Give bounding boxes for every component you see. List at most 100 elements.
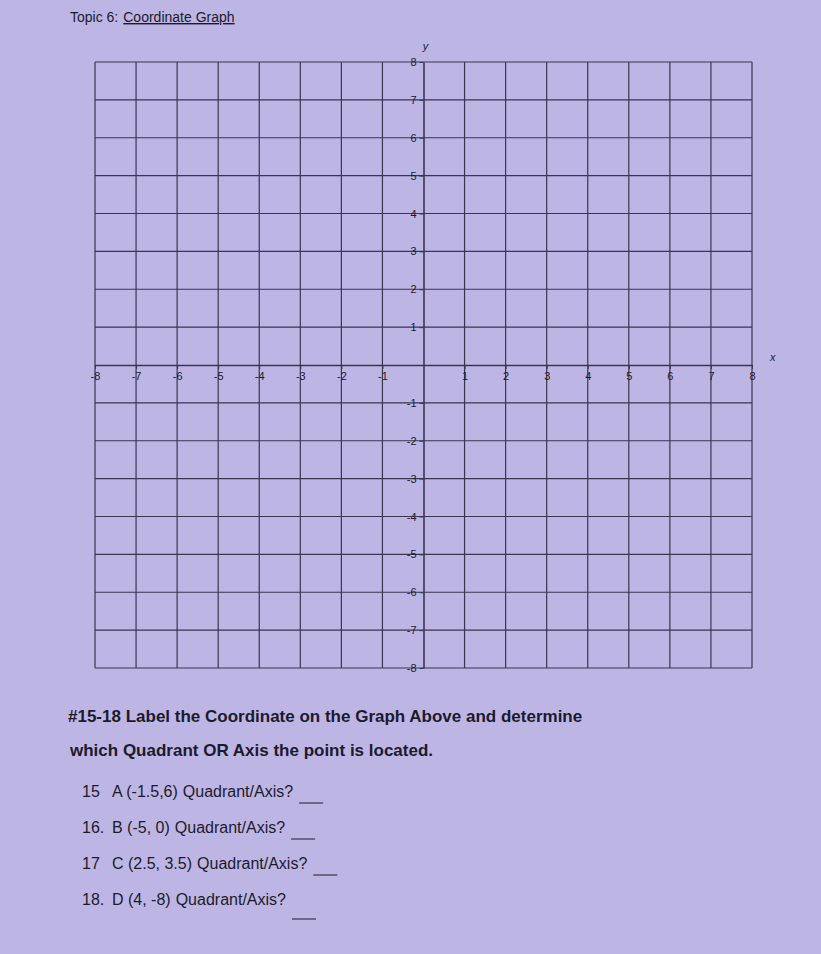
y-tick-label: -5 [407,548,417,560]
x-tick-label: 8 [749,370,755,382]
y-tick-label: -4 [407,511,417,523]
y-tick: -1 [407,397,424,409]
x-tick-mark [136,365,137,369]
x-tick: -5 [214,365,224,382]
y-tick: 5 [410,170,423,182]
plot: -8-7-6-5-4-3-2-112345678-8-7-6-5-4-3-2-1… [91,56,756,674]
x-tick-mark [95,365,96,369]
x-tick-label: -8 [91,370,101,382]
question-number: 18. [82,891,104,908]
x-tick-label: -4 [255,370,265,382]
question: 15A (-1.5,6)Quadrant/Axis? [82,783,323,803]
y-tick: -2 [407,435,424,447]
grid-line-y [95,61,752,62]
question-prompt: Quadrant/Axis? [197,855,307,872]
y-tick: 1 [410,321,423,333]
x-axis: -8-7-6-5-4-3-2-112345678 [91,365,756,382]
x-tick: 5 [626,365,632,382]
y-tick-mark [420,214,424,215]
x-tick: -6 [173,365,183,382]
question: 17 C (2.5, 3.5) Quadrant/Axis? [82,855,337,875]
y-axis: -8 -7 -6 -5 -4 -3 -2 -1 1 2 3 4 5 6 7 8 [407,56,424,674]
x-tick: -7 [132,365,142,382]
x-tick-mark [300,365,301,369]
instruction: which Quadrant OR Axis the point is loca… [69,741,433,760]
y-tick: 3 [410,245,423,257]
y-tick-mark [420,630,424,631]
answer-blank [291,839,315,840]
question-point: A (-1.5,6) [112,783,178,800]
y-tick-label: -3 [407,473,417,485]
x-tick-label: -5 [214,370,224,382]
question-point: D (4, -8) [112,891,171,908]
x-tick-label: 5 [626,370,632,382]
y-tick-label: -8 [407,662,417,674]
y-tick-mark [420,289,424,290]
question-prompt: Quadrant/Axis? [175,819,285,836]
x-tick-mark [711,365,712,369]
grid [95,62,752,668]
x-tick-label: 6 [667,370,673,382]
x-tick-mark [341,365,342,369]
y-tick-mark [420,176,424,177]
y-tick: 6 [410,132,423,144]
question-point: C (2.5, 3.5) [112,855,192,872]
y-tick-label: 6 [410,132,416,144]
y-tick-mark [420,138,424,139]
y-tick-mark [420,403,424,404]
x-tick: 7 [708,365,714,382]
y-tick-label: 8 [410,56,416,68]
y-tick-label: 7 [410,94,416,106]
y-tick-mark [420,62,424,63]
y-tick-label: -6 [407,586,417,598]
question-number: 17 [82,855,100,872]
y-tick-mark [420,479,424,480]
page: Topic 6: Coordinate Graph -8 -7 -6 -5 -4 -3 -2 -1… [0,0,821,954]
x-tick: -4 [255,365,265,382]
y-tick-mark [420,668,424,669]
x-tick-mark [752,365,753,369]
question: 16. B (-5, 0) Quadrant/Axis? [82,819,315,839]
y-tick-label: -1 [407,397,417,409]
x-tick-label: 4 [585,370,591,382]
x-tick: 2 [503,365,509,382]
x-tick: 1 [462,365,468,382]
x-tick: 3 [544,365,550,382]
y-axis-title: y [422,40,430,52]
x-tick-label: 3 [544,370,550,382]
y-tick-mark [420,554,424,555]
grid-line-x [94,62,95,668]
y-tick-mark [420,251,424,252]
answer-blank [313,875,337,876]
topic-label: Topic 6: [70,9,118,25]
y-tick: 8 [410,56,423,68]
question-prompt: Quadrant/Axis? [176,891,286,908]
x-tick-mark [588,365,589,369]
y-tick-label: 3 [410,245,416,257]
y-tick: -6 [407,586,424,598]
y-tick-label: 5 [410,170,416,182]
x-tick-label: 7 [708,370,714,382]
x-tick-mark [382,365,383,369]
answer-blank [299,803,323,804]
question-number: 16. [82,819,104,836]
y-tick: -3 [407,473,424,485]
y-tick: -4 [407,511,424,523]
question-number: 15 [82,783,100,800]
x-tick-label: -6 [173,370,183,382]
x-tick-label: -7 [132,370,142,382]
y-tick-label: -7 [407,624,417,636]
y-tick: 4 [410,208,423,220]
y-tick-label: -2 [407,435,417,447]
x-tick: -8 [91,365,101,382]
x-tick-mark [629,365,630,369]
y-tick-mark [420,441,424,442]
x-tick-label: 2 [503,370,509,382]
answer-blank [292,919,316,920]
title: Coordinate Graph [123,9,234,25]
x-tick-label: 1 [462,370,468,382]
y-tick-label: 2 [410,283,416,295]
question-point: B (-5, 0) [112,819,170,836]
x-tick-mark [506,365,507,369]
y-tick: -8 [407,662,424,674]
